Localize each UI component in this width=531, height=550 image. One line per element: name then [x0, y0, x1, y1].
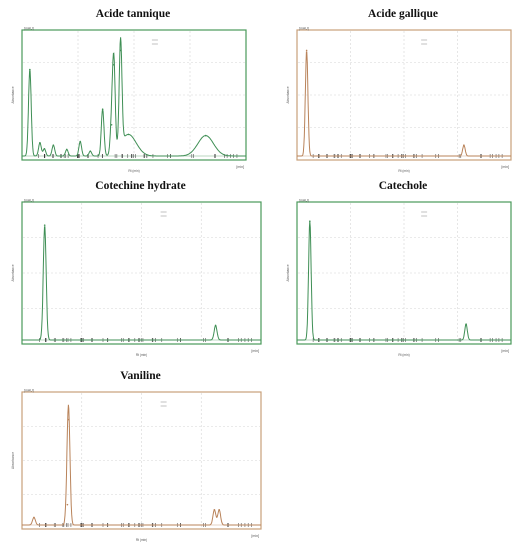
corner-unit-label: [mAU] [299, 27, 309, 31]
chromatogram-trace [22, 37, 246, 157]
peak-point [213, 508, 216, 511]
peak-point [309, 220, 311, 222]
peak-point [113, 64, 115, 66]
chromatogram-cotechine-hydrate: [mAU] [min] Rt (min) Absorbance [11, 199, 262, 357]
axis-end-label: [min] [236, 165, 244, 169]
peak-point [127, 133, 130, 136]
plot-frame [21, 391, 262, 530]
axis-end-label: [min] [251, 349, 259, 353]
peak-point [79, 140, 82, 143]
peak-point [463, 144, 465, 146]
peak-point [110, 124, 113, 126]
peak-point [89, 150, 92, 152]
chromatogram-trace [22, 226, 261, 341]
corner-unit-label: [mAU] [24, 389, 34, 393]
peak-point [67, 418, 70, 421]
chromatogram-acide-tannique: [mAU] [min] Rt (min) Absorbance [11, 27, 247, 173]
peak-point [119, 49, 122, 52]
chart-panel-acide-tannique: Acide tannique [mAU] [min] Rt (min) Absorba… [8, 8, 258, 176]
chromatogram-vaniline: [mAU] [min] Rt (min) Absorbance [11, 389, 262, 542]
chromatogram-acide-gallique: [mAU] [min] Rt (min) Absorbance [286, 27, 512, 173]
x-axis-label: Rt (min) [136, 353, 147, 357]
axis-end-label: [min] [501, 165, 509, 169]
peak-point [465, 323, 467, 325]
peak-point [204, 134, 207, 137]
y-axis-label: Absorbance [286, 264, 290, 281]
y-axis-label: Absorbance [11, 452, 15, 469]
peak-point [66, 148, 68, 151]
corner-unit-label: [mAU] [24, 27, 34, 31]
peak-point [43, 148, 46, 150]
axis-end-label: [min] [501, 349, 509, 353]
peak-point [29, 68, 31, 71]
chart-panel-cotechine-hydrate: Cotechine hydrate [mAU] [min] Rt (min) Abso… [8, 180, 273, 360]
peak-point [214, 324, 217, 327]
peak-point [39, 142, 41, 144]
chart-panel-catechole: Catechole [mAU] [min] Rt (min) Absorbance [283, 180, 523, 360]
chart-panel-acide-gallique: Acide gallique [mAU] [min] Rt (min) Absorba… [283, 8, 523, 176]
chart-title: Catechole [378, 180, 428, 192]
y-axis-label: Absorbance [286, 86, 290, 103]
peak-point [66, 503, 69, 506]
chromatogram-trace [297, 221, 511, 341]
x-axis-label: Rt (min) [128, 169, 139, 173]
peak-point [33, 516, 35, 519]
x-axis-label: Rt (min) [136, 538, 147, 542]
chromatogram-trace [297, 51, 511, 157]
peak-point [305, 49, 308, 52]
chart-title: Acide gallique [368, 8, 438, 20]
peak-point [43, 224, 46, 226]
peak-point [101, 108, 104, 110]
chart-title: Vaniline [120, 370, 161, 382]
x-axis-label: Rt (min) [398, 169, 409, 173]
y-axis-label: Absorbance [11, 86, 15, 103]
chart-title: Cotechine hydrate [95, 180, 186, 192]
chromatogram-catechole: [mAU] [min] Rt (min) Absorbance [286, 199, 512, 357]
axis-end-label: [min] [251, 534, 259, 538]
peak-point [218, 508, 220, 511]
corner-unit-label: [mAU] [299, 199, 309, 203]
y-axis-label: Absorbance [11, 264, 15, 281]
peak-point [52, 144, 55, 146]
corner-unit-label: [mAU] [24, 199, 34, 203]
chart-panel-vaniline: Vaniline [mAU] [min] Rt (min) Absorbance [8, 370, 273, 545]
chromatogram-trace [22, 404, 261, 526]
x-axis-label: Rt (min) [398, 353, 409, 357]
chart-title: Acide tannique [95, 8, 171, 20]
